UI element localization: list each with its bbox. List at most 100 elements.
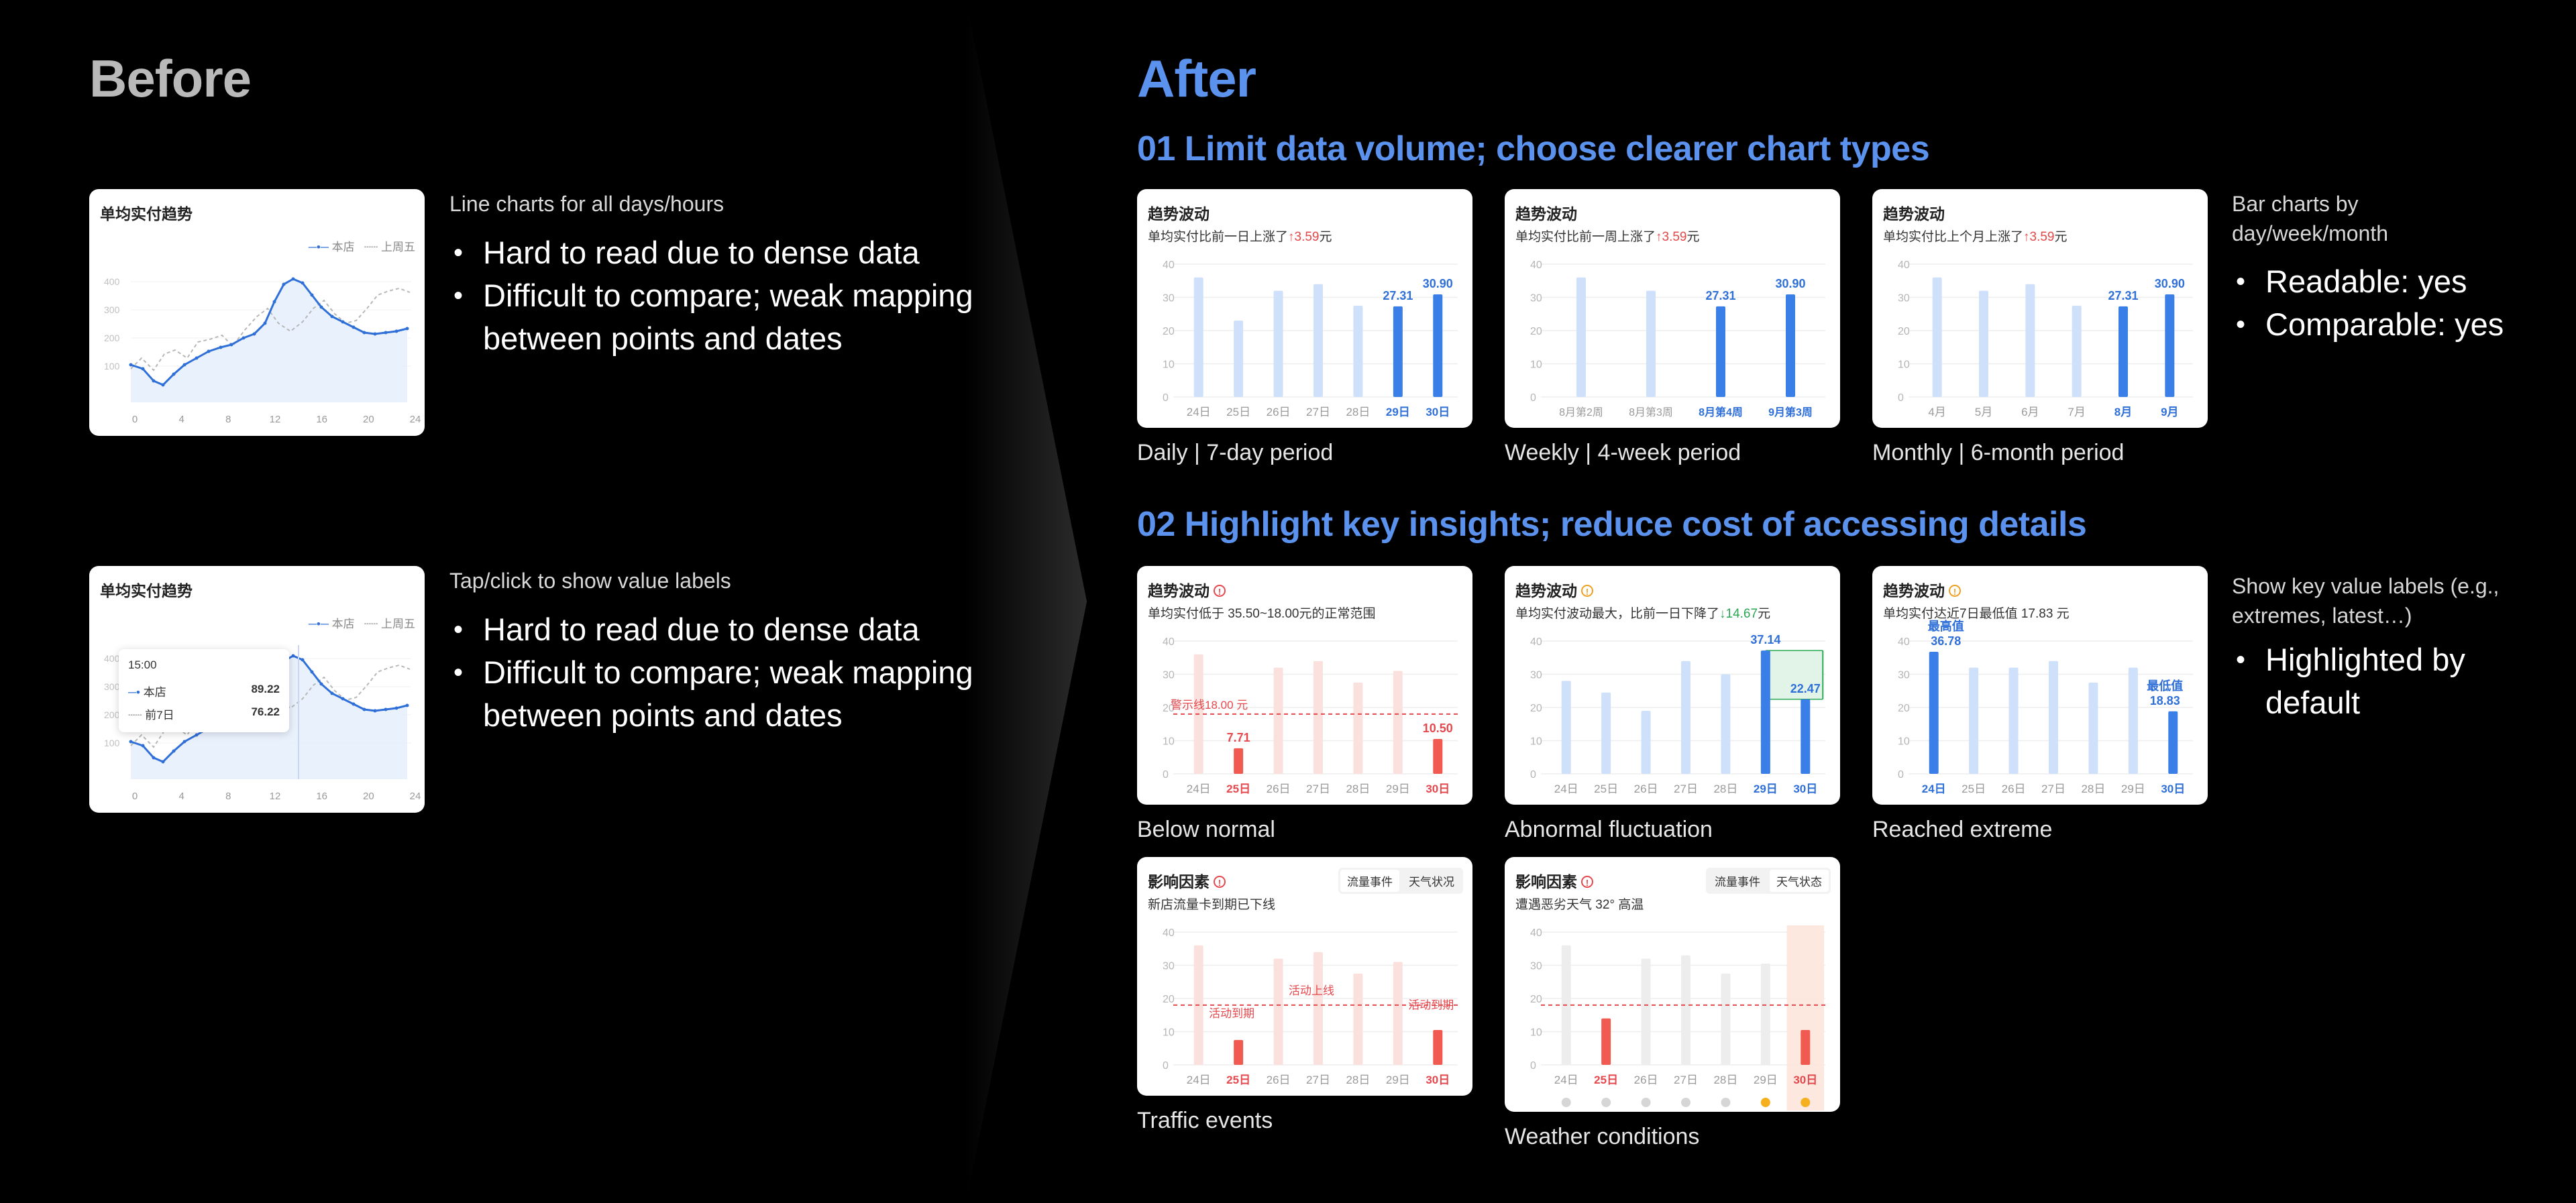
alert-icon[interactable]: ! [1214, 876, 1226, 888]
x-tick-label: 27日 [1306, 406, 1330, 418]
bar [1601, 1018, 1611, 1065]
x-tick-label: 0 [132, 414, 138, 425]
tab-weather[interactable]: 天气状态 [1770, 870, 1829, 892]
bar [1979, 290, 1988, 397]
daily-bar-card: 40 30 20 10 0 24日 25日 26日 27日 28日 29日 27.31 30日 30.90… [1137, 189, 1472, 428]
alert-icon[interactable]: ! [1581, 876, 1593, 888]
alert-icon[interactable]: ! [1214, 585, 1226, 597]
bar [2072, 305, 2082, 397]
x-tick-label: 24日 [1187, 406, 1211, 418]
chart-tooltip: 15:00 ─• 本店 89.22 ┄┄ 前7日 76.22 [119, 649, 289, 732]
bar [1932, 277, 1942, 397]
monthly-caption: Monthly | 6-month period [1872, 440, 2125, 465]
bar [2118, 306, 2128, 397]
bar [1273, 958, 1283, 1065]
y-tick-label: 30 [1530, 670, 1542, 681]
bar [1641, 958, 1651, 1065]
x-tick-label: 24日 [1922, 783, 1946, 795]
event-label: 活动到期 [1209, 1007, 1254, 1020]
weather-icon [1561, 1098, 1571, 1107]
bar [1234, 321, 1244, 397]
bullet: Hard to read due to dense data [449, 608, 1013, 651]
x-tick-label: 25日 [1594, 783, 1618, 795]
data-label: 18.83 [2150, 694, 2180, 707]
data-point [291, 277, 295, 281]
y-tick-label: 40 [1530, 636, 1542, 648]
monthly-bar-chart: 40 30 20 10 0 4月 5月 6月 7月 8月 27.31 9月 30.90 [1898, 260, 2193, 418]
x-tick-label: 5月 [1975, 406, 1992, 418]
data-point [182, 740, 186, 744]
x-tick-label: 26日 [1267, 783, 1291, 795]
card-subtitle: 单均实付低于 35.50~18.00元的正常范围 [1148, 607, 1376, 621]
x-tick-label: 30日 [1426, 783, 1450, 795]
data-point [373, 709, 377, 713]
data-label: 最低值 [2147, 679, 2183, 693]
data-point [362, 331, 366, 335]
data-label: 27.31 [1383, 289, 1413, 302]
area-fill [131, 279, 407, 402]
data-point [394, 706, 398, 710]
chart-legend: ─•─ 本店 ┄┄ 上周五 [308, 241, 415, 253]
data-point [263, 321, 267, 325]
tab-traffic-events[interactable]: 流量事件 [1715, 876, 1760, 889]
x-tick-label: 7月 [2068, 406, 2085, 418]
event-label: 活动上线 [1289, 984, 1334, 997]
data-point [172, 749, 176, 753]
alert-icon[interactable]: ! [1949, 585, 1961, 597]
y-tick-label: 20 [1530, 326, 1542, 337]
daily-caption: Daily | 7-day period [1137, 440, 1334, 465]
x-tick-label: 25日 [1594, 1074, 1618, 1086]
data-label: 37.14 [1750, 633, 1780, 646]
x-tick-label: 27日 [1306, 783, 1330, 795]
x-tick-label: 12 [270, 791, 281, 802]
card-title: 趋势波动! [1515, 578, 1593, 601]
data-point [330, 314, 334, 319]
below-normal-bar-chart: 40 30 20 10 0 24日 25日 7.71 26日 27日 28日 29日 30日 10.50 警… [1163, 636, 1458, 795]
x-tick-label: 26日 [1634, 1074, 1658, 1086]
tooltip-row: ─• 本店 89.22 [128, 683, 280, 699]
bar [1353, 973, 1363, 1065]
y-tick-label: 300 [104, 304, 120, 315]
data-point [373, 332, 377, 336]
card-title: 趋势波动! [1148, 578, 1226, 601]
change-band [1765, 650, 1823, 699]
section-2-title: 02 Highlight key insights; reduce cost o… [1137, 505, 2087, 544]
y-tick-label: 10 [1898, 359, 1910, 371]
y-tick-label: 30 [1163, 670, 1175, 681]
x-tick-label: 30日 [1793, 783, 1817, 795]
y-tick-label: 20 [1530, 703, 1542, 714]
bar [1561, 681, 1571, 774]
data-point [405, 703, 409, 707]
y-tick-label: 30 [1898, 670, 1910, 681]
x-tick-label: 29日 [1754, 783, 1778, 795]
card-title: 影响因素! [1515, 869, 1593, 892]
bar [2165, 294, 2175, 397]
x-tick-label: 26日 [1634, 783, 1658, 795]
bar [1801, 699, 1811, 774]
alert-icon[interactable]: ! [1581, 585, 1593, 597]
tab-traffic-events[interactable]: 流量事件 [1340, 870, 1399, 892]
bar [1929, 651, 1939, 774]
y-tick-label: 0 [1898, 392, 1904, 404]
bullet: Highlighted by default [2232, 638, 2554, 724]
bar [1313, 284, 1323, 397]
data-point [161, 760, 165, 764]
y-tick-label: 20 [1163, 703, 1175, 714]
bullet: Difficult to compare; weak mapping betwe… [449, 274, 1013, 360]
bar [1681, 955, 1690, 1065]
y-tick-label: 20 [1530, 994, 1542, 1005]
bars-note-bullets: Readable: yes Comparable: yes [2232, 260, 2554, 346]
card-subtitle: 单均实付波动最大，比前一日下降了↓14.67元 [1515, 607, 1771, 621]
x-tick-label: 29日 [1386, 1074, 1410, 1086]
y-tick-label: 10 [1530, 1027, 1542, 1039]
y-tick-label: 30 [1898, 293, 1910, 304]
x-tick-label: 24日 [1554, 1074, 1578, 1086]
bar [1721, 973, 1731, 1065]
data-point [352, 702, 356, 706]
tab-weather[interactable]: 天气状况 [1409, 876, 1454, 889]
bar [1786, 294, 1795, 397]
card-subtitle: 单均实付比前一周上涨了↑3.59元 [1515, 230, 1700, 244]
event-label: 活动到期 [1408, 998, 1454, 1011]
data-point [172, 372, 176, 376]
bullet: Difficult to compare; weak mapping betwe… [449, 651, 1013, 737]
